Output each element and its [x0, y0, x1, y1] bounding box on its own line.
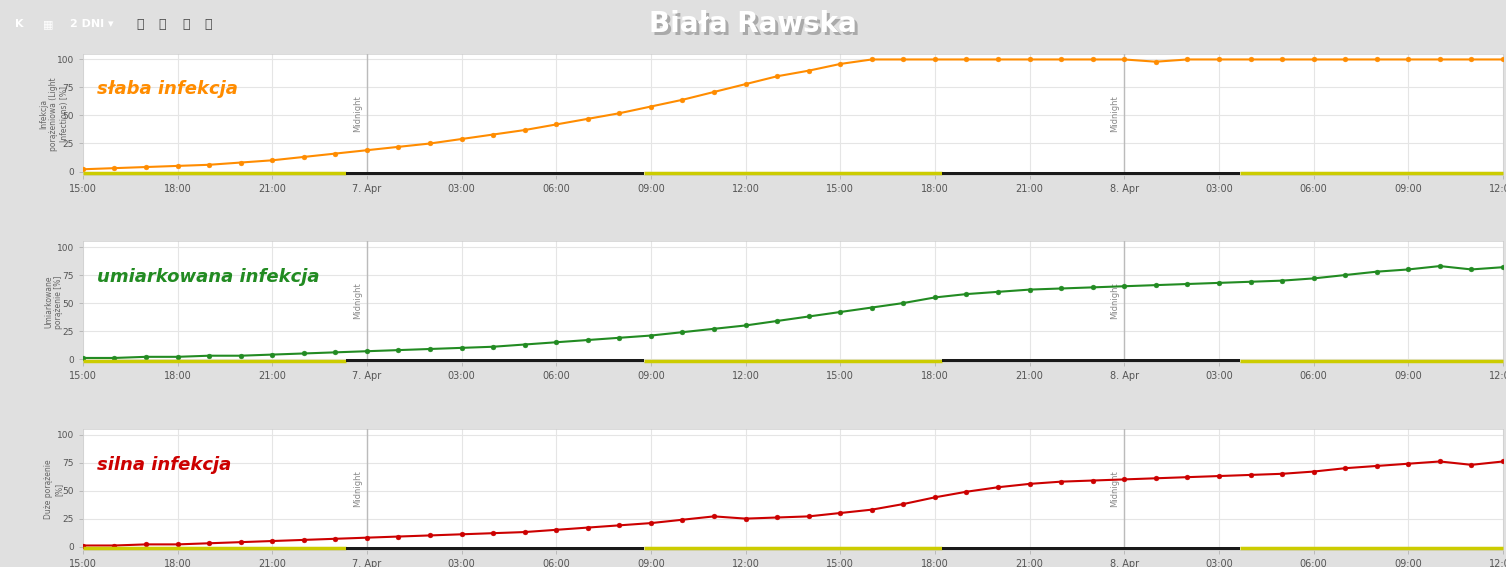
Y-axis label: Umiarkowane
porążenie [%]: Umiarkowane porążenie [%] [44, 275, 63, 329]
Text: ⏮: ⏮ [136, 18, 143, 31]
Text: Midnight: Midnight [1110, 95, 1119, 132]
Text: Biała Rawska: Biała Rawska [649, 10, 857, 38]
Text: ⏪: ⏪ [158, 18, 166, 31]
Text: słaba infekcja: słaba infekcja [96, 81, 238, 99]
Text: ⏭: ⏭ [205, 18, 212, 31]
Text: Midnight: Midnight [1110, 282, 1119, 319]
Text: Midnight: Midnight [352, 95, 361, 132]
Text: Midnight: Midnight [352, 282, 361, 319]
Text: ▦: ▦ [44, 19, 53, 29]
Text: 2 DNI ▾: 2 DNI ▾ [71, 19, 113, 29]
Y-axis label: Duże porążenie
[%]: Duże porążenie [%] [44, 460, 63, 519]
Text: silna infekcja: silna infekcja [96, 456, 232, 473]
Text: Midnight: Midnight [352, 470, 361, 507]
Text: Midnight: Midnight [1110, 470, 1119, 507]
Text: Biała Rawska: Biała Rawska [652, 13, 860, 41]
Text: K: K [15, 19, 24, 29]
Text: ⏩: ⏩ [182, 18, 190, 31]
Text: umiarkowana infekcja: umiarkowana infekcja [96, 268, 319, 286]
Y-axis label: Infekcja
porążeniowa (Light
Infections) [%]: Infekcja porążeniowa (Light Infections) … [39, 78, 69, 151]
